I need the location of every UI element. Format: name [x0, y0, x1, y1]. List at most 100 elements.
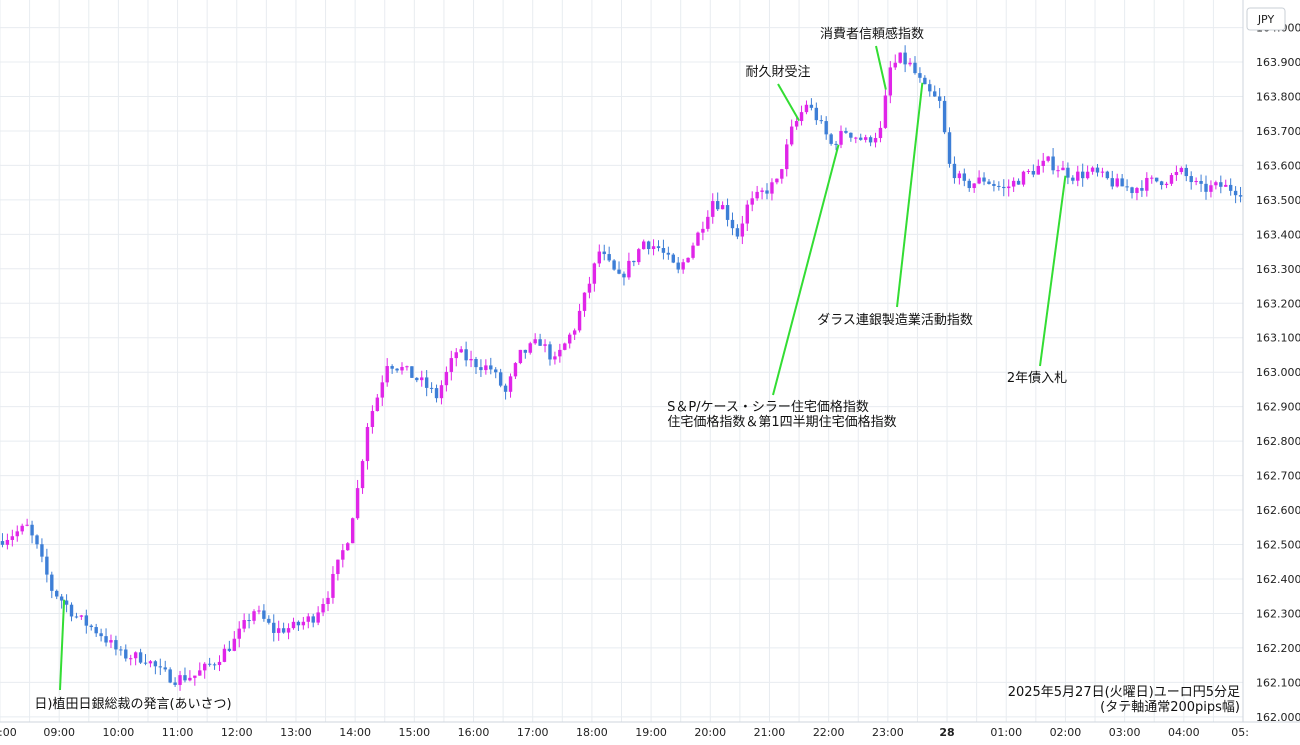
- candle-body: [735, 228, 740, 237]
- candle-body: [331, 573, 335, 598]
- candle: [1041, 152, 1045, 173]
- candle: [1209, 180, 1213, 198]
- candle-body: [193, 675, 197, 678]
- candle: [568, 332, 572, 349]
- candle: [503, 383, 508, 400]
- candle-body: [143, 662, 148, 664]
- candle-body: [607, 254, 611, 261]
- candle: [439, 380, 444, 405]
- candle-body: [913, 62, 917, 74]
- candle: [691, 242, 695, 260]
- candle-body: [844, 131, 848, 133]
- candle: [720, 201, 725, 210]
- candle: [1120, 174, 1124, 187]
- candle: [173, 677, 177, 687]
- candle: [755, 185, 759, 201]
- candle-body: [1189, 176, 1193, 183]
- candle: [50, 571, 54, 599]
- candle-body: [1066, 167, 1070, 178]
- candle-body: [804, 104, 809, 113]
- candle-body: [247, 620, 251, 622]
- candle-body: [114, 640, 118, 650]
- candle-body: [933, 91, 937, 97]
- candle-body: [306, 616, 310, 622]
- annotation-label: 2年債入札: [1007, 371, 1067, 386]
- candle: [276, 620, 281, 641]
- candle-body: [671, 254, 675, 263]
- candle-body: [937, 96, 942, 101]
- candle-body: [972, 183, 976, 189]
- candle: [868, 135, 873, 147]
- candle: [558, 343, 562, 363]
- candle: [834, 141, 838, 151]
- candle: [326, 591, 330, 612]
- candle-body: [809, 104, 814, 108]
- candle: [750, 191, 754, 212]
- candle: [198, 662, 202, 676]
- candle-body: [5, 539, 10, 545]
- candle-body: [1174, 172, 1179, 176]
- candle-body: [883, 95, 888, 128]
- candle: [267, 615, 271, 625]
- candle-body: [227, 648, 232, 651]
- candle: [745, 200, 749, 232]
- candle-body: [893, 62, 897, 68]
- candle: [577, 303, 582, 333]
- candle-body: [686, 257, 690, 263]
- candle: [1115, 173, 1119, 188]
- candle: [55, 589, 59, 600]
- candle-body: [780, 169, 784, 179]
- candle: [641, 239, 646, 250]
- candle-body: [1233, 190, 1238, 196]
- candle-body: [474, 358, 478, 368]
- candle: [572, 328, 577, 340]
- candle: [789, 119, 794, 147]
- candle: [1080, 163, 1085, 187]
- candle: [775, 178, 779, 185]
- time-tick-label: 22:00: [813, 726, 845, 739]
- candle-body: [69, 604, 74, 617]
- candle-body: [1115, 178, 1119, 187]
- annotation-line: [875, 45, 887, 90]
- candle: [484, 359, 488, 375]
- time-tick-label: 17:00: [517, 726, 549, 739]
- candle: [370, 405, 375, 434]
- candle: [735, 224, 740, 240]
- candle-body: [637, 249, 641, 263]
- candle: [508, 373, 513, 398]
- candle-body: [1219, 182, 1223, 187]
- candle-body: [553, 356, 557, 360]
- footnote-line2: (タテ軸通常200pips幅): [1100, 700, 1240, 715]
- candle: [257, 605, 261, 615]
- candle: [104, 628, 108, 647]
- candle-body: [814, 107, 819, 121]
- candle-body: [799, 112, 804, 122]
- candle-body: [454, 352, 458, 359]
- candle-body: [592, 263, 597, 284]
- currency-label-box: JPY: [1246, 7, 1286, 31]
- candle: [129, 654, 133, 666]
- candle: [918, 67, 922, 83]
- candle-body: [296, 621, 301, 626]
- candle-body: [444, 371, 449, 386]
- candle-body: [89, 625, 93, 628]
- candle-body: [459, 349, 463, 353]
- time-tick-label: 8:00: [0, 726, 17, 739]
- candle-body: [967, 180, 971, 189]
- candle: [25, 518, 29, 527]
- candle: [1135, 186, 1139, 201]
- candle: [548, 341, 552, 366]
- candle-body: [429, 387, 434, 389]
- time-tick-label: 18:00: [576, 726, 608, 739]
- candle-body: [50, 574, 54, 591]
- candle-body: [839, 131, 843, 145]
- candle: [385, 358, 389, 387]
- candle-body: [834, 143, 838, 145]
- price-tick-label: 162.700: [1256, 470, 1300, 483]
- candle: [676, 257, 680, 274]
- candle-body: [587, 283, 592, 293]
- candle: [212, 662, 217, 670]
- candle: [1056, 165, 1060, 178]
- price-tick-label: 163.700: [1256, 125, 1300, 138]
- candle: [474, 356, 478, 374]
